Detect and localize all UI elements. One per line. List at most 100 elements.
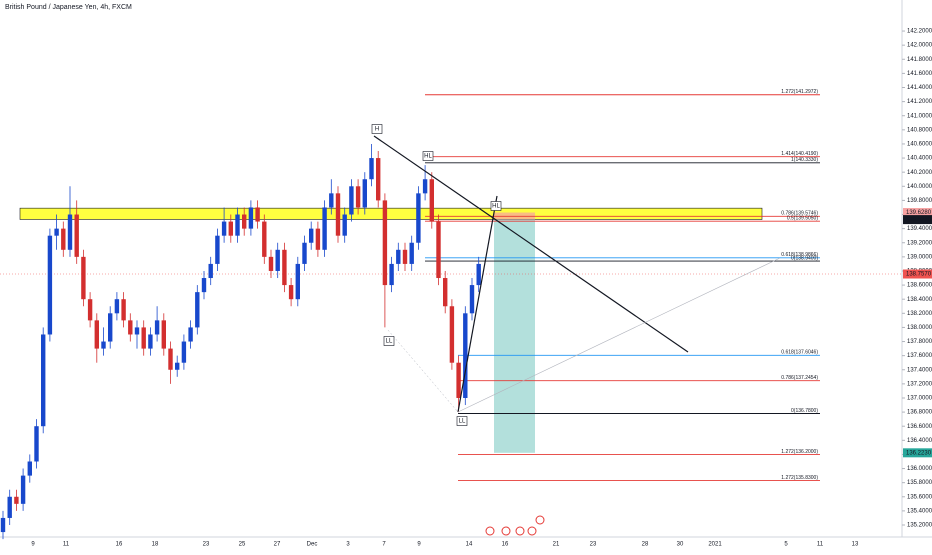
trend-line xyxy=(457,257,781,413)
candle-body xyxy=(0,517,6,533)
candle-body xyxy=(61,228,66,250)
candle-body xyxy=(449,306,455,363)
y-tick-label: 139.8000 xyxy=(907,198,932,204)
x-tick-label: 16 xyxy=(502,542,509,548)
plot: 1.272(141.2972) 1.414(140.4190)1(140.3330… xyxy=(0,89,902,540)
price-badge-label: 139.6280 xyxy=(906,210,932,216)
level-label: 0.786(137.2454) xyxy=(781,375,818,381)
candle-body xyxy=(34,426,39,462)
event-icon xyxy=(527,526,537,536)
candle-body xyxy=(181,341,187,363)
y-tick-label: 135.2000 xyxy=(907,523,932,529)
event-icon xyxy=(535,515,545,525)
candle-body xyxy=(342,214,347,236)
y-tick-label: 140.8000 xyxy=(907,127,932,133)
y-tick-label: 140.6000 xyxy=(907,142,932,148)
y-tick-label: 135.6000 xyxy=(907,494,932,500)
zone xyxy=(19,207,763,220)
candle-body xyxy=(248,207,254,229)
x-tick-label: 14 xyxy=(466,542,473,548)
level-label: 0.618(138.9866) xyxy=(781,252,818,258)
y-tick-label: 138.2000 xyxy=(907,311,932,317)
x-tick-label: 18 xyxy=(152,542,159,548)
y-tick-label: 140.4000 xyxy=(907,156,932,162)
x-tick-label: 23 xyxy=(203,542,210,548)
annotation: HL xyxy=(424,154,432,160)
x-tick-label: 16 xyxy=(116,542,123,548)
candle-body xyxy=(469,285,475,314)
candle-body xyxy=(41,334,46,427)
candle-body xyxy=(47,235,53,335)
candle-body xyxy=(322,207,327,250)
candle-body xyxy=(114,299,120,314)
candle-body xyxy=(228,221,233,236)
level-label: 1.414(140.4190) xyxy=(781,151,818,157)
y-tick-label: 137.8000 xyxy=(907,339,932,345)
candle-body xyxy=(208,263,213,279)
y-tick-label: 135.8000 xyxy=(907,480,932,486)
price-badge xyxy=(903,448,932,458)
candle-body xyxy=(255,207,260,222)
candle-body xyxy=(168,348,173,370)
candle-body xyxy=(402,249,408,264)
event-icons xyxy=(485,515,545,536)
y-tick-label: 137.6000 xyxy=(907,353,932,359)
candle-body xyxy=(14,496,19,504)
candle-body xyxy=(302,242,307,264)
annotation-box xyxy=(456,416,468,426)
candle-body xyxy=(101,341,106,349)
candle-body xyxy=(94,320,99,349)
y-tick-label: 137.0000 xyxy=(907,396,932,402)
y-tick-label: 139.4000 xyxy=(907,226,932,232)
x-tick-label: Dec xyxy=(307,542,318,548)
y-tick-label: 141.0000 xyxy=(907,113,932,119)
candle-body xyxy=(134,327,140,335)
x-tick-label: 25 xyxy=(239,542,246,548)
candle-body xyxy=(268,256,274,271)
event-icon xyxy=(515,526,525,536)
y-tick-label: 139.0000 xyxy=(907,254,932,260)
x-tick-label: 27 xyxy=(274,542,281,548)
y-tick-label: 140.0000 xyxy=(907,184,932,190)
y-tick-label: 137.2000 xyxy=(907,381,932,387)
trend-line xyxy=(457,195,498,413)
candle-body xyxy=(215,235,220,264)
annotation: LL xyxy=(459,419,466,425)
annotation: HL xyxy=(492,204,500,210)
x-tick-label: 2021 xyxy=(708,542,722,548)
x-tick-label: 11 xyxy=(63,542,70,548)
x-tick-label: 30 xyxy=(677,542,684,548)
level-label: 0(138.9400) xyxy=(791,255,818,261)
y-tick-label: 138.6000 xyxy=(907,283,932,289)
y-tick-label: 142.0000 xyxy=(907,43,932,49)
candle-body xyxy=(436,221,441,279)
price-badge-label: 138.7570 xyxy=(906,272,932,278)
candle-body xyxy=(349,186,354,215)
level-label: 0.618(137.6046) xyxy=(781,350,818,356)
candle-body xyxy=(195,292,200,328)
y-tick-label: 138.4000 xyxy=(907,297,932,303)
x-tick-label: 5 xyxy=(784,542,788,548)
annotation-box xyxy=(371,124,383,134)
x-tick-label: 28 xyxy=(642,542,649,548)
y-tick-label: 141.8000 xyxy=(907,57,932,63)
x-tick-label: 13 xyxy=(852,542,859,548)
candle-body xyxy=(382,200,388,286)
price-badge xyxy=(903,215,932,225)
candle-body xyxy=(20,475,26,504)
candle-body xyxy=(409,242,414,264)
level-label: 0(136.7800) xyxy=(791,408,818,414)
candle-body xyxy=(422,179,428,194)
candle-body xyxy=(396,249,401,264)
candle-body xyxy=(74,214,79,257)
trend-line xyxy=(387,329,459,413)
candle-body xyxy=(476,263,481,286)
y-tick-label: 141.6000 xyxy=(907,71,932,77)
event-icon xyxy=(485,526,495,536)
x-tick-label: 7 xyxy=(382,542,386,548)
y-tick-label: 138.0000 xyxy=(907,325,932,331)
price-badge xyxy=(903,208,932,218)
candle-body xyxy=(188,327,193,342)
y-tick-label: 136.4000 xyxy=(907,438,932,444)
candle-body xyxy=(27,461,32,476)
